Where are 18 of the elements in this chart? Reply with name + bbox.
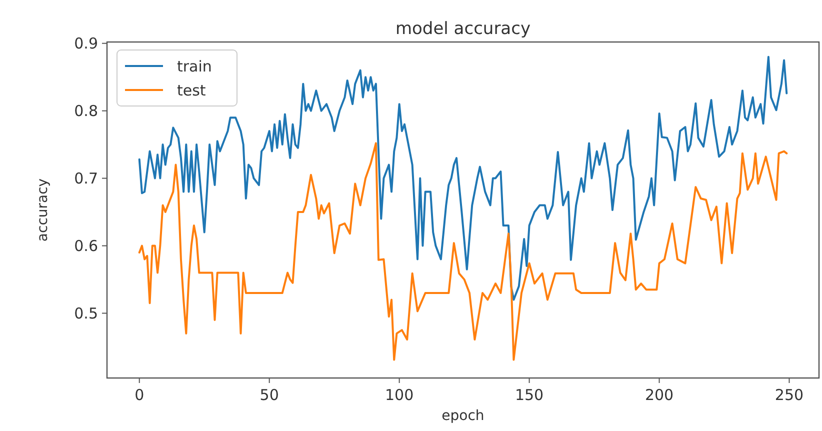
chart-title: model accuracy: [395, 19, 531, 39]
x-tick-label: 250: [774, 386, 804, 404]
line-series: [138, 142, 788, 361]
y-tick-label: 0.7: [74, 170, 98, 188]
legend-label: test: [177, 81, 206, 100]
legend-label: train: [177, 57, 212, 76]
y-tick-label: 0.6: [74, 237, 98, 256]
y-tick-label: 0.9: [74, 34, 98, 53]
x-tick-label: 100: [384, 386, 414, 404]
y-axis-title: accuracy: [35, 178, 51, 242]
line-series: [138, 56, 788, 301]
y-tick-label: 0.8: [74, 102, 98, 120]
x-tick-label: 0: [134, 386, 144, 404]
x-axis-title: epoch: [442, 408, 484, 424]
x-tick-label: 50: [260, 386, 279, 404]
x-tick-label: 200: [644, 386, 674, 404]
x-tick-label: 150: [514, 386, 544, 404]
y-tick-label: 0.5: [74, 304, 98, 322]
